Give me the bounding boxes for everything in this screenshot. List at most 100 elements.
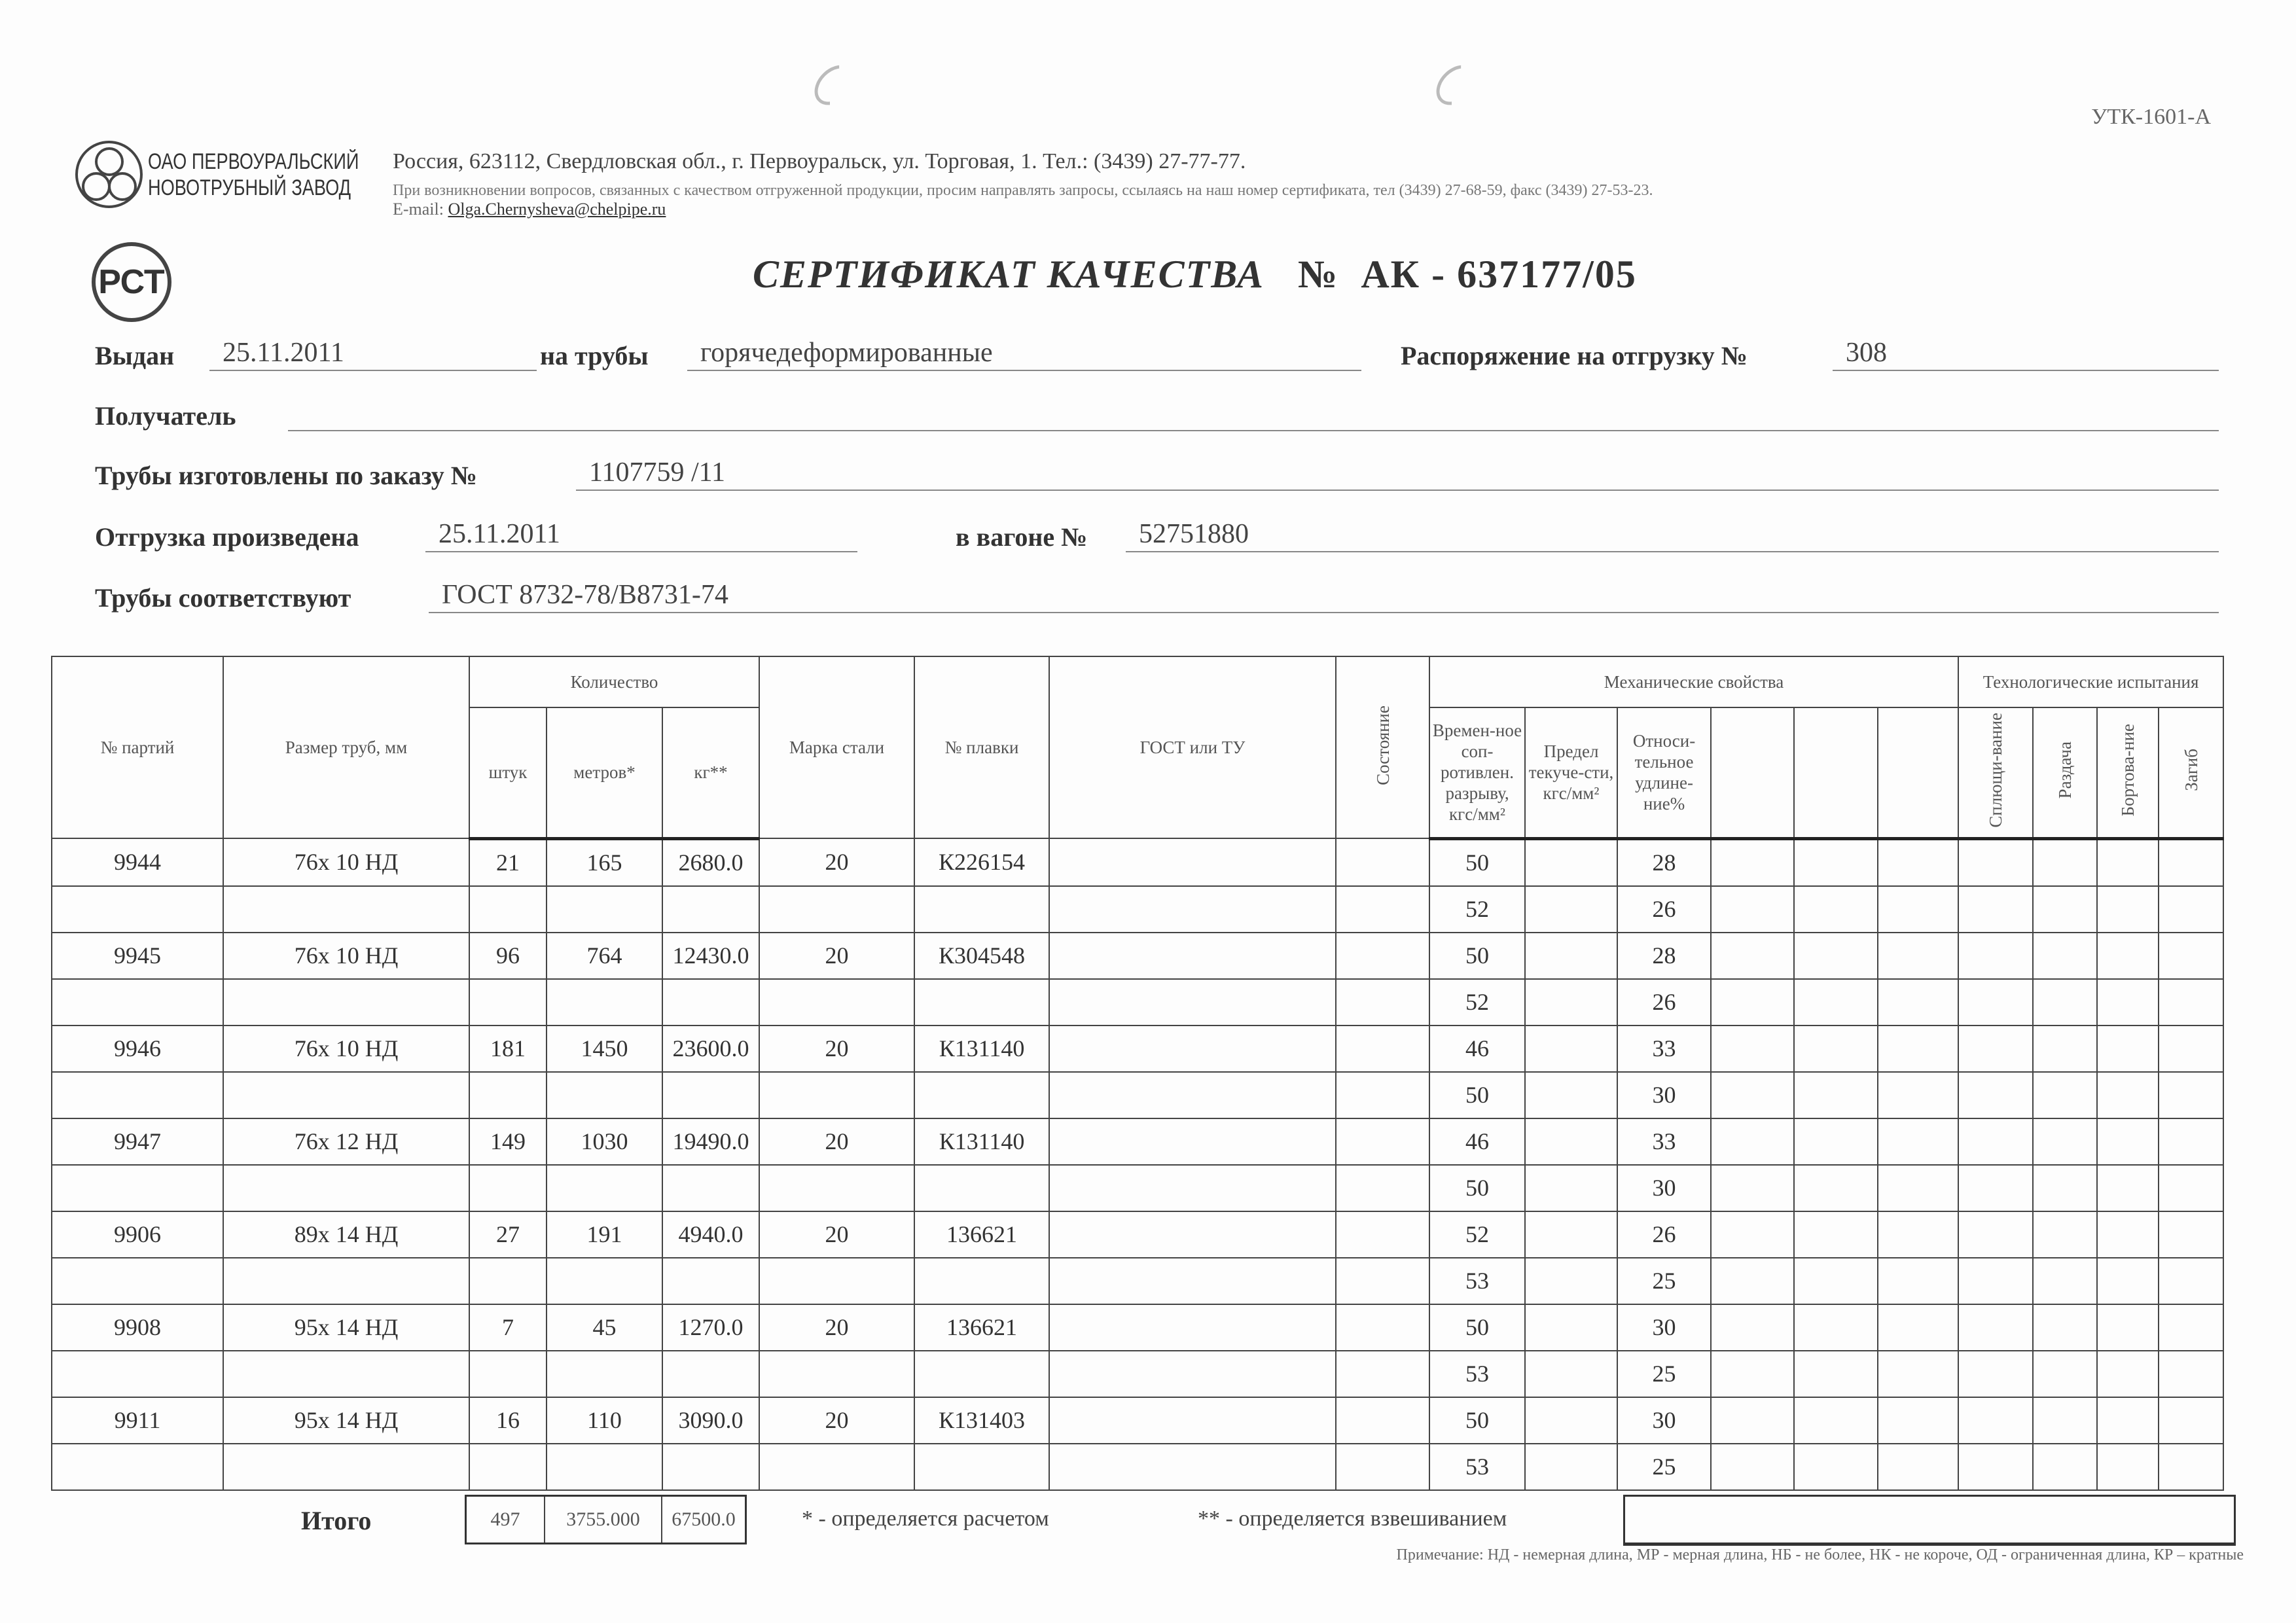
cell-t2 [2032,1349,2098,1398]
company-inquiry: При возникновении вопросов, связанных с … [393,182,1653,199]
cell-heat: К131140 [914,1024,1050,1073]
shipped-field[interactable]: 25.11.2011 [425,518,857,552]
order-label: Распоряжение на отгрузку № [1401,341,1748,370]
logo-circles-icon [75,141,143,208]
cell-size: 76х 12 НД [223,1117,470,1166]
cell-size [223,978,470,1026]
cell-t3 [2096,1210,2160,1258]
cell-elong: 30 [1617,1071,1712,1119]
title-text: СЕРТИФИКАТ КАЧЕСТВА [753,253,1265,296]
table-row: 9906 89х 14 НД 27 191 4940.0 20 136621 52 26 [51,1210,2225,1258]
cell-meters [546,1257,663,1305]
cell-state [1335,931,1431,980]
cell-kg [661,1257,761,1305]
header-flange: Бортова-ние [2096,707,2160,840]
recipient-field[interactable] [288,397,2219,431]
header-kg: кг** [661,707,761,840]
cell-t4 [2158,1071,2225,1119]
cell-m2 [1793,1164,1879,1212]
cell-m2 [1793,1024,1879,1073]
header-size: Размер труб, мм [223,656,470,839]
cell-t2 [2032,1396,2098,1444]
cell-tensile: 50 [1429,1396,1526,1444]
cell-t4 [2158,978,2225,1026]
cell-m1 [1710,1117,1795,1166]
issued-field[interactable]: 25.11.2011 [209,337,537,371]
email-label: E-mail: [393,200,444,219]
cell-t2 [2032,1442,2098,1491]
email-link[interactable]: Olga.Chernysheva@chelpipe.ru [448,200,666,219]
cell-heat: 136621 [914,1210,1050,1258]
cell-t3 [2096,1442,2160,1491]
cell-elong: 30 [1617,1164,1712,1212]
cell-meters: 165 [546,838,663,887]
cell-t1 [1958,1349,2034,1398]
cell-m2 [1793,838,1879,887]
header-flatten: Сплющи-вание [1958,707,2034,840]
cell-yield [1524,978,1619,1026]
cell-t1 [1958,885,2034,933]
cell-batch [51,885,224,933]
footnote-calc: * - определяется расчетом [802,1507,1049,1531]
cell-size [223,1442,470,1491]
cell-heat: К304548 [914,931,1050,980]
cell-t2 [2032,1071,2098,1119]
cell-m3 [1877,1349,1960,1398]
cell-elong: 30 [1617,1396,1712,1444]
table-row: 53 25 [51,1349,2225,1398]
cell-size: 95х 14 НД [223,1303,470,1351]
footnote-weigh: ** - определяется взвешиванием [1198,1507,1507,1531]
cell-kg: 3090.0 [661,1396,761,1444]
cell-t1 [1958,1117,2034,1166]
cell-t3 [2096,1349,2160,1398]
conform-field[interactable]: ГОСТ 8732-78/В8731-74 [429,579,2219,613]
cell-m2 [1793,1303,1879,1351]
company-email: E-mail: Olga.Chernysheva@chelpipe.ru [393,200,666,219]
cell-steel: 20 [759,931,916,980]
cell-kg: 2680.0 [661,838,761,887]
totals-box: 497 3755.000 67500.0 [465,1495,747,1544]
cell-pcs: 181 [469,1024,547,1073]
cell-size [223,1164,470,1212]
cell-steel [759,1164,916,1212]
pipes-field[interactable]: горячедеформированные [687,337,1361,371]
cell-t4 [2158,1210,2225,1258]
cell-yield [1524,1071,1619,1119]
cell-heat: К131140 [914,1117,1050,1166]
made-field[interactable]: 1107759 /11 [576,457,2219,491]
cell-size [223,1071,470,1119]
cell-heat [914,1071,1050,1119]
certificate-number: АК - 637177/05 [1361,253,1637,296]
cell-batch: 9944 [51,838,224,887]
company-address: Россия, 623112, Свердловская обл., г. Пе… [393,149,1246,173]
cell-m2 [1793,1257,1879,1305]
header-state: Состояние [1335,656,1431,839]
cell-yield [1524,1349,1619,1398]
cell-meters [546,885,663,933]
cell-t4 [2158,1303,2225,1351]
cell-meters [546,1349,663,1398]
cell-batch [51,978,224,1026]
cell-steel: 20 [759,1024,916,1073]
order-field[interactable]: 308 [1833,337,2219,371]
cell-pcs [469,885,547,933]
cell-heat [914,885,1050,933]
header-steel: Марка стали [759,656,916,839]
cell-steel [759,1349,916,1398]
cell-tensile: 50 [1429,1071,1526,1119]
cell-tensile: 53 [1429,1257,1526,1305]
wagon-field[interactable]: 52751880 [1126,518,2219,552]
cell-heat [914,1442,1050,1491]
cell-m1 [1710,1303,1795,1351]
cell-t1 [1958,1257,2034,1305]
cell-batch [51,1257,224,1305]
table-row: 9945 76х 10 НД 96 764 12430.0 20 К304548 50 28 [51,931,2225,980]
header-expand: Раздача [2032,707,2098,840]
cell-pcs: 7 [469,1303,547,1351]
table-body: 9944 76х 10 НД 21 165 2680.0 20 К226154 50 28 52 2… [51,838,2225,1491]
cell-meters: 764 [546,931,663,980]
cell-m2 [1793,978,1879,1026]
cell-size: 76х 10 НД [223,838,470,887]
cell-m3 [1877,838,1960,887]
cell-gost [1049,1257,1337,1305]
